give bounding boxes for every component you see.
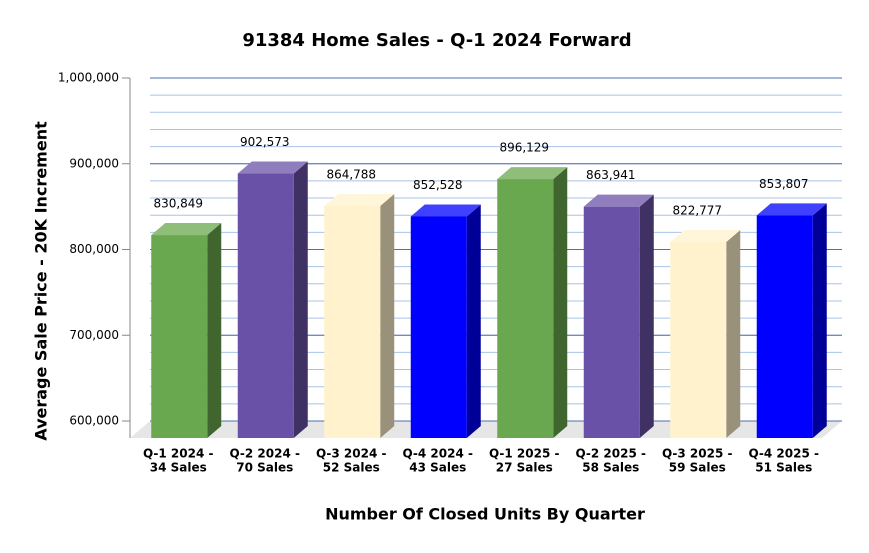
x-tick-label: Q-2 2024 - (230, 447, 301, 461)
bar (324, 205, 381, 438)
bar-top (237, 161, 308, 174)
bar-top (151, 223, 222, 236)
x-tick-label: 70 Sales (236, 461, 293, 475)
x-tick-label: 52 Sales (323, 461, 380, 475)
y-tick-label: 700,000 (69, 328, 119, 342)
bar-side (726, 229, 741, 438)
value-label: 902,573 (240, 135, 290, 149)
bar-side (812, 203, 827, 438)
y-tick-label: 900,000 (69, 156, 119, 170)
value-label: 896,129 (499, 141, 549, 155)
x-tick-label: Q-4 2025 - (749, 447, 820, 461)
x-tick-label: Q-2 2025 - (576, 447, 647, 461)
x-tick-label: 27 Sales (496, 461, 553, 475)
y-axis-title: Average Sale Price - 20K Increment (32, 121, 51, 441)
x-tick-label: 34 Sales (150, 461, 207, 475)
value-label: 852,528 (413, 178, 463, 192)
x-tick-label: Q-4 2024 - (403, 447, 474, 461)
x-axis-title: Number Of Closed Units By Quarter (325, 505, 645, 524)
value-label: 863,941 (586, 168, 636, 182)
y-tick-label: 600,000 (69, 414, 119, 428)
value-label: 853,807 (759, 177, 809, 191)
x-tick-label: 58 Sales (582, 461, 639, 475)
bar-top (583, 194, 654, 207)
value-label: 830,849 (153, 197, 203, 211)
bar (497, 179, 554, 438)
bar (583, 206, 640, 438)
bar (670, 241, 727, 438)
bar-top (410, 204, 481, 217)
bar-top (756, 203, 827, 216)
bar (237, 173, 294, 439)
value-label: 822,777 (672, 203, 722, 217)
x-tick-label: 59 Sales (669, 461, 726, 475)
x-tick-label: Q-3 2024 - (316, 447, 387, 461)
y-tick-label: 800,000 (69, 242, 119, 256)
bar (756, 215, 813, 438)
bar-side (293, 161, 308, 439)
y-tick-label: 1,000,000 (58, 71, 119, 85)
bar-top (670, 229, 741, 242)
x-tick-label: Q-1 2025 - (489, 447, 560, 461)
bar-top (497, 167, 568, 180)
bar-side (207, 223, 222, 438)
bar-side (553, 167, 568, 438)
bar (151, 235, 208, 438)
x-tick-label: Q-1 2024 - (143, 447, 214, 461)
x-tick-label: Q-3 2025 - (662, 447, 733, 461)
x-tick-label: 43 Sales (409, 461, 466, 475)
chart-title: 91384 Home Sales - Q-1 2024 Forward (242, 30, 631, 51)
bar (410, 216, 467, 438)
value-label: 864,788 (326, 167, 376, 181)
bar-side (380, 193, 395, 438)
bar-side (639, 194, 654, 438)
x-tick-label: 51 Sales (755, 461, 812, 475)
floor (130, 421, 842, 438)
bar-side (466, 204, 481, 438)
bar-top (324, 193, 395, 206)
